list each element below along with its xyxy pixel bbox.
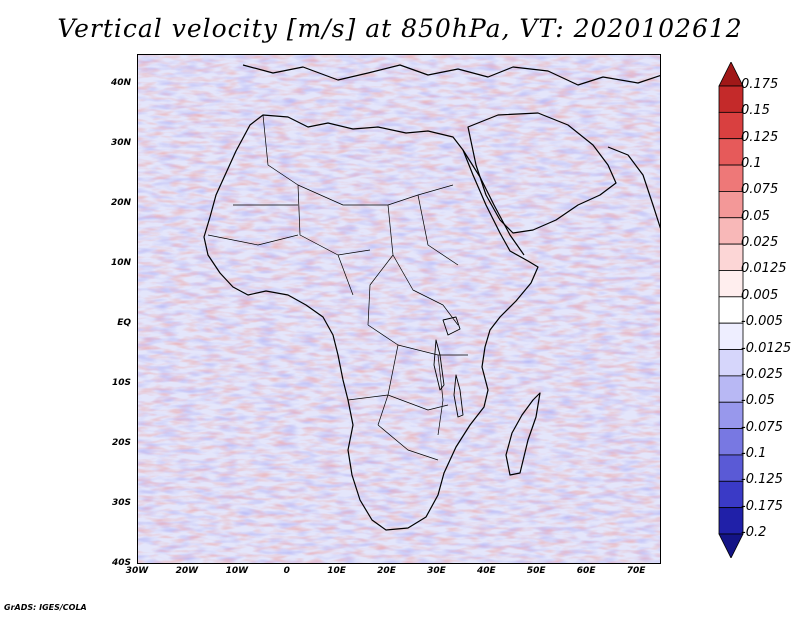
colorbar-swatch (718, 270, 744, 298)
red-sea-coast (462, 149, 525, 256)
grads-credit: GrADS: IGES/COLA (4, 603, 87, 612)
lat-tick-label: EQ (117, 318, 131, 328)
colorbar-label: -0.125 (741, 472, 783, 488)
africa-coastline (203, 114, 539, 531)
lon-tick-label: 30E (427, 566, 446, 576)
lat-tick-label: 10N (110, 258, 131, 268)
colorbar-swatch (718, 111, 744, 140)
colorbar-label: 0.05 (741, 208, 770, 224)
colorbar-label: -0.025 (741, 366, 783, 382)
lat-tick-label: 30S (111, 498, 131, 508)
colorbar-label: 0.175 (741, 77, 779, 92)
country-borders (207, 114, 468, 461)
colorbar-label: 0.075 (741, 182, 779, 198)
colorbar-label: 0.125 (741, 129, 779, 145)
colorbar-swatch (718, 401, 744, 429)
lat-tick-label: 10S (111, 378, 131, 388)
lon-tick-label: 20W (175, 566, 199, 576)
colorbar-label: 0.1 (741, 156, 762, 172)
colorbar-swatch (718, 217, 744, 245)
colorbar-swatch (718, 507, 744, 535)
lat-tick-label: 30N (110, 138, 131, 148)
colorbar-swatch (718, 243, 744, 271)
madagascar-coastline (505, 392, 541, 476)
colorbar-label: 0.15 (741, 103, 770, 119)
europe-coastline (242, 64, 660, 86)
colorbar-label: 0.0125 (741, 261, 787, 277)
lon-tick-label: 50E (526, 566, 546, 576)
colorbar-label: 0.005 (741, 287, 779, 303)
colorbar-swatch (718, 191, 744, 219)
lat-tick-label: 40S (111, 558, 131, 568)
field-texture (138, 55, 660, 563)
velocity-map (138, 55, 660, 563)
colorbar-swatch (718, 62, 744, 87)
lake-malawi (453, 374, 464, 418)
lon-tick-label: 70E (626, 566, 646, 576)
lon-tick-label: 20E (377, 566, 396, 576)
colorbar-swatch (718, 164, 744, 192)
map-plot-area (137, 54, 661, 564)
colorbar-swatch (718, 349, 744, 377)
map-title: Vertical velocity [m/s] at 850hPa, VT: 2… (57, 14, 743, 43)
colorbar-label: -0.2 (741, 525, 767, 540)
lat-tick-label: 20S (111, 438, 131, 448)
lon-tick-label: 30W (125, 566, 149, 576)
lon-tick-label: 10W (225, 566, 249, 576)
colorbar-swatch (718, 138, 744, 166)
lake-tanganyika (433, 339, 445, 391)
india-coastline (607, 146, 660, 229)
arabia-coastline (467, 112, 617, 234)
colorbar-swatch (718, 454, 744, 482)
colorbar-label: -0.175 (741, 498, 783, 514)
lon-tick-label: 10E (327, 566, 346, 576)
colorbar-label: -0.075 (741, 419, 783, 435)
colorbar-swatch (718, 375, 744, 403)
coastlines-borders (203, 64, 660, 531)
colorbar-label: -0.0125 (741, 340, 792, 356)
colorbar-swatch (718, 480, 744, 509)
colorbar-label: -0.05 (741, 393, 775, 409)
colorbar-swatch (718, 428, 744, 456)
colorbar-label: -0.005 (741, 314, 783, 330)
colorbar-swatch (718, 322, 744, 350)
colorbar (718, 62, 744, 558)
colorbar-label: 0.025 (741, 235, 779, 251)
colorbar-swatch (718, 85, 744, 113)
lon-tick-label: 0 (283, 566, 290, 576)
colorbar-swatch (718, 533, 744, 558)
lon-tick-label: 40E (476, 566, 496, 576)
lat-tick-label: 40N (110, 78, 131, 88)
colorbar-label: -0.1 (741, 445, 767, 461)
lat-tick-label: 20N (110, 198, 131, 208)
colorbar-swatch (718, 296, 744, 324)
lake-victoria (442, 316, 461, 336)
lon-tick-label: 60E (576, 566, 596, 576)
